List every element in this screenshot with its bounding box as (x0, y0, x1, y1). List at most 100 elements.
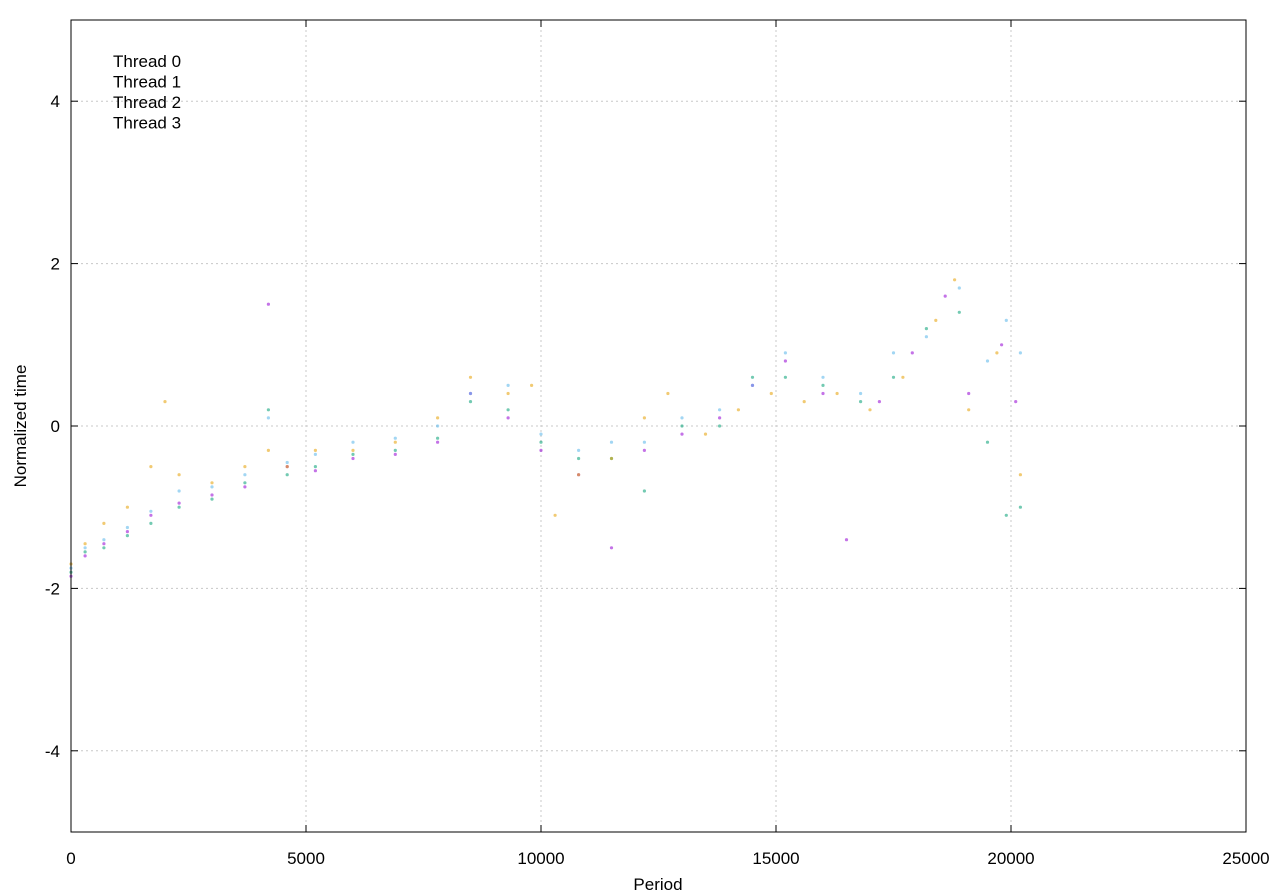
data-point (891, 375, 896, 379)
x-tick-label: 20000 (987, 849, 1034, 868)
data-point (642, 416, 647, 420)
data-point (506, 383, 510, 387)
x-tick-label: 15000 (752, 849, 799, 868)
data-point (436, 436, 440, 440)
y-tick-label: 0 (51, 417, 60, 436)
data-point (877, 400, 882, 404)
x-tick-label: 25000 (1222, 849, 1269, 868)
data-point (539, 448, 543, 452)
data-point (642, 440, 647, 444)
x-tick-label: 10000 (517, 849, 564, 868)
data-point (149, 513, 153, 517)
data-point (859, 391, 863, 396)
data-point (102, 542, 106, 546)
data-point (313, 469, 317, 473)
data-point (736, 408, 741, 412)
data-point (351, 452, 355, 456)
data-point (125, 534, 129, 538)
data-point (285, 465, 289, 469)
x-axis-label: Period (633, 875, 682, 894)
data-point (783, 375, 788, 379)
data-point (859, 400, 863, 404)
data-point (985, 359, 990, 363)
data-point (436, 440, 440, 444)
data-point (506, 391, 510, 396)
y-axis-label: Normalized time (11, 365, 30, 488)
x-tick-label: 5000 (287, 849, 325, 868)
data-point (177, 501, 181, 505)
data-point (125, 525, 129, 530)
data-point (210, 493, 214, 497)
data-point (553, 513, 557, 517)
data-point (506, 408, 510, 412)
data-point (967, 408, 971, 412)
data-point (393, 452, 397, 456)
data-point (718, 424, 722, 428)
data-point (680, 432, 684, 436)
legend-entry: Thread 3 (113, 114, 181, 133)
data-point (1014, 400, 1018, 404)
data-point (436, 416, 440, 420)
data-point (351, 456, 355, 461)
data-point (313, 452, 317, 456)
data-point (642, 448, 647, 452)
data-point (750, 375, 755, 379)
data-point (243, 473, 247, 477)
data-point (609, 546, 614, 550)
data-point (468, 375, 473, 379)
data-point (967, 391, 971, 396)
data-point (266, 416, 270, 420)
data-point (243, 465, 247, 469)
data-point (436, 424, 440, 428)
x-tick-label: 0 (66, 849, 75, 868)
data-point (844, 538, 849, 542)
data-point (177, 473, 181, 477)
data-point (901, 375, 905, 379)
data-point (506, 416, 510, 420)
series-points (69, 278, 1023, 566)
data-point (680, 416, 684, 420)
data-point (821, 383, 825, 387)
data-point (210, 497, 214, 501)
data-point (1018, 473, 1023, 477)
data-point (393, 440, 397, 444)
data-point (924, 335, 929, 339)
data-point (609, 440, 614, 444)
data-point (1018, 351, 1023, 355)
series-points (69, 310, 1023, 574)
data-point (313, 465, 317, 469)
data-point (995, 351, 999, 355)
data-point (718, 416, 722, 420)
data-point (266, 302, 270, 306)
data-point (802, 400, 806, 404)
data-point (821, 391, 825, 396)
data-point (210, 485, 214, 489)
legend-entry: Thread 2 (113, 93, 181, 112)
data-point (703, 432, 708, 436)
data-point (934, 318, 938, 322)
data-point (835, 391, 839, 396)
data-point (351, 440, 355, 444)
data-point (177, 489, 181, 493)
axis-ticks (70, 20, 1247, 832)
series-points (69, 286, 1023, 570)
data-point (102, 538, 106, 542)
series-points (69, 294, 1018, 578)
data-point (163, 400, 167, 404)
data-point (530, 383, 534, 387)
data-point (985, 440, 990, 444)
data-point (243, 485, 247, 489)
data-point (243, 481, 247, 485)
data-point (1018, 505, 1023, 509)
data-point (957, 310, 961, 314)
data-point (125, 505, 129, 509)
data-point (468, 391, 473, 396)
data-point (83, 550, 87, 554)
data-point (83, 554, 87, 558)
data-point (539, 432, 543, 436)
data-point (769, 391, 773, 396)
data-point (609, 456, 614, 461)
data-point (910, 351, 914, 355)
